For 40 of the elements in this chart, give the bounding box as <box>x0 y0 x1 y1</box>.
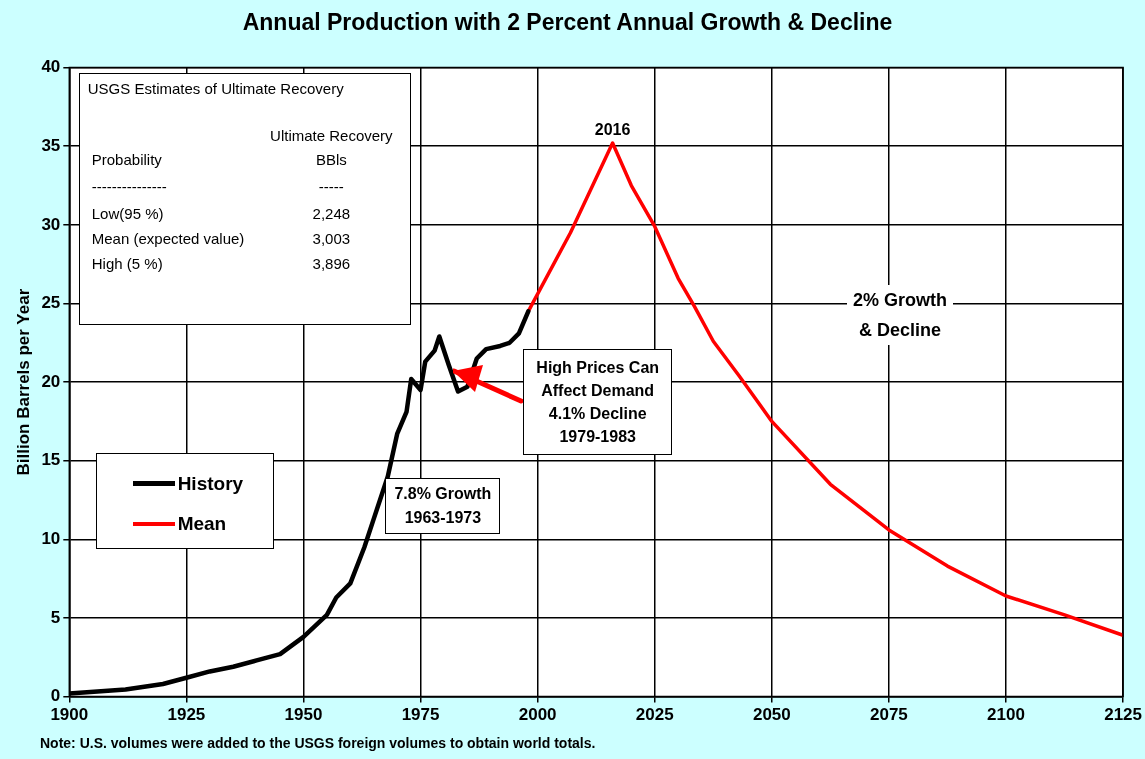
x-tick-label: 1925 <box>167 705 206 725</box>
annotation: Mean (expected value) <box>90 229 246 250</box>
y-tick-label: 0 <box>50 686 61 706</box>
annotation: High (5 %) <box>90 254 164 275</box>
annotation: High Prices Can Affect Demand 4.1% Decline 1979-1983 <box>523 349 673 456</box>
x-tick-label: 1950 <box>284 705 323 725</box>
y-tick-label: 15 <box>41 450 61 470</box>
annotation: 7.8% Growth 1963-1973 <box>385 477 501 534</box>
annotation: 2,248 <box>311 204 352 225</box>
annotation: 3,896 <box>311 254 352 275</box>
annotation: 2016 <box>594 121 631 139</box>
y-tick-label: 20 <box>41 371 61 391</box>
annotation: BBls <box>314 149 348 170</box>
annotation: Low(95 %) <box>90 204 165 225</box>
y-tick-label: 10 <box>41 529 61 549</box>
text: Note: U.S. volumes were added to the USGS foreign volumes to obtain world totals. <box>40 735 596 751</box>
annotation: Probability <box>90 149 163 170</box>
x-tick-label: 1975 <box>401 705 440 725</box>
y-tick-label: 30 <box>41 214 61 234</box>
annotation: 3,003 <box>311 229 352 250</box>
chart-title: Annual Production with 2 Percent Annual Growth & Decline <box>242 9 893 36</box>
y-tick-label: 40 <box>41 57 61 77</box>
annotation: Ultimate Recovery <box>269 125 394 146</box>
y-tick-label: 25 <box>41 293 61 313</box>
legend-label: Mean <box>177 512 227 535</box>
x-tick-label: 2075 <box>870 705 908 725</box>
legend-label: History <box>177 472 244 495</box>
annotation: USGS Estimates of Ultimate Recovery <box>87 80 345 98</box>
x-tick-label: 2100 <box>987 705 1025 725</box>
x-tick-label: 2050 <box>752 705 791 725</box>
x-tick-label: 2025 <box>635 705 674 725</box>
x-tick-label: 2125 <box>1104 705 1142 725</box>
annotation: 2% Growth & Decline <box>847 284 954 345</box>
annotation: --------------- <box>90 176 168 197</box>
x-tick-label: 2000 <box>518 705 557 725</box>
y-axis-title: Billion Barrels per Year <box>13 288 33 476</box>
x-tick-label: 1900 <box>50 705 89 725</box>
y-tick-label: 5 <box>50 607 61 627</box>
annotation: ----- <box>317 176 345 197</box>
y-tick-label: 35 <box>41 135 61 155</box>
